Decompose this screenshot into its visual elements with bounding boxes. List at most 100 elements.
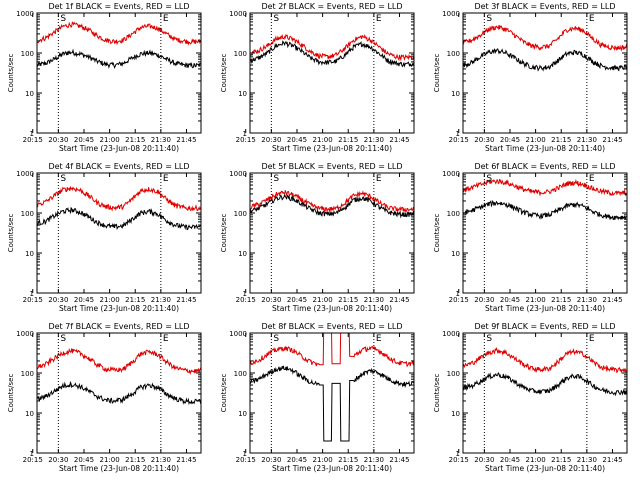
x-tick-label: 21:00 bbox=[313, 296, 333, 304]
plot-frame bbox=[36, 12, 202, 134]
y-tick-label: 100 bbox=[21, 370, 34, 378]
y-tick-label: 10 bbox=[25, 90, 34, 98]
y-tick-label: 100 bbox=[234, 370, 247, 378]
time-marker-label: E bbox=[163, 334, 169, 344]
panel-title: Det 8f BLACK = Events, RED = LLD bbox=[261, 322, 402, 331]
x-tick-label: 20:30 bbox=[261, 456, 281, 464]
x-tick-label: 21:00 bbox=[313, 136, 333, 144]
events-series-line bbox=[250, 40, 414, 68]
y-tick-label: 100 bbox=[447, 210, 460, 218]
x-axis-label: Start Time (23-Jun-08 20:11:40) bbox=[485, 144, 605, 153]
y-tick-label: 1 bbox=[30, 290, 34, 298]
y-tick-label: 1000 bbox=[16, 170, 34, 178]
detector-panel: Det 6f BLACK = Events, RED = LLD S E 1 10 100… bbox=[433, 162, 628, 313]
panel-title: Det 9f BLACK = Events, RED = LLD bbox=[474, 322, 615, 331]
time-marker-label: S bbox=[60, 334, 66, 344]
x-axis-label: Start Time (23-Jun-08 20:11:40) bbox=[59, 144, 179, 153]
time-marker-label: E bbox=[376, 334, 382, 344]
x-tick-label: 21:00 bbox=[313, 456, 333, 464]
x-tick-label: 21:15 bbox=[338, 136, 358, 144]
time-marker-label: S bbox=[60, 174, 66, 184]
lld-series-line bbox=[37, 21, 201, 46]
y-tick-label: 1 bbox=[456, 130, 460, 138]
detector-panel: Det 7f BLACK = Events, RED = LLD S E 1 10 100… bbox=[7, 322, 202, 473]
detector-panel: Det 3f BLACK = Events, RED = LLD S E 1 10 100… bbox=[433, 2, 628, 153]
x-tick-label: 20:45 bbox=[287, 136, 307, 144]
x-tick-label: 21:15 bbox=[551, 296, 571, 304]
detector-panel: Det 5f BLACK = Events, RED = LLD S E 1 10 100… bbox=[220, 162, 415, 313]
panel-title: Det 2f BLACK = Events, RED = LLD bbox=[261, 2, 402, 11]
x-tick-label: 20:15 bbox=[449, 296, 469, 304]
x-tick-label: 21:15 bbox=[125, 136, 145, 144]
y-tick-label: 1 bbox=[30, 450, 34, 458]
lld-series-line bbox=[463, 178, 627, 197]
x-tick-label: 20:15 bbox=[23, 296, 43, 304]
time-marker-label: S bbox=[273, 174, 279, 184]
detector-panel: Det 2f BLACK = Events, RED = LLD S E 1 10 100… bbox=[220, 2, 415, 153]
x-tick-label: 21:00 bbox=[526, 296, 546, 304]
events-series-line bbox=[463, 48, 627, 72]
time-marker-label: S bbox=[486, 14, 492, 24]
panel-title: Det 5f BLACK = Events, RED = LLD bbox=[261, 162, 402, 171]
x-axis-label: Start Time (23-Jun-08 20:11:40) bbox=[485, 304, 605, 313]
plot-frame bbox=[462, 172, 628, 294]
x-tick-label: 21:30 bbox=[151, 296, 171, 304]
x-tick-label: 21:30 bbox=[577, 136, 597, 144]
y-tick-label: 1000 bbox=[229, 330, 247, 338]
y-tick-label: 100 bbox=[21, 210, 34, 218]
time-marker-label: E bbox=[589, 334, 595, 344]
x-tick-label: 21:30 bbox=[364, 296, 384, 304]
panel-title: Det 3f BLACK = Events, RED = LLD bbox=[474, 2, 615, 11]
lld-series-line bbox=[250, 190, 414, 214]
x-tick-label: 21:45 bbox=[176, 136, 196, 144]
y-axis-label: Counts/sec bbox=[220, 374, 228, 413]
y-tick-label: 10 bbox=[451, 90, 460, 98]
x-axis-label: Start Time (23-Jun-08 20:11:40) bbox=[272, 144, 392, 153]
y-tick-label: 1 bbox=[243, 290, 247, 298]
x-tick-label: 21:45 bbox=[389, 296, 409, 304]
x-tick-label: 21:45 bbox=[602, 456, 622, 464]
y-axis-label: Counts/sec bbox=[433, 214, 441, 253]
y-tick-label: 10 bbox=[238, 410, 247, 418]
y-axis-label: Counts/sec bbox=[433, 54, 441, 93]
x-tick-label: 21:30 bbox=[364, 136, 384, 144]
x-tick-label: 20:15 bbox=[236, 296, 256, 304]
x-tick-label: 21:00 bbox=[526, 456, 546, 464]
x-tick-label: 20:15 bbox=[23, 456, 43, 464]
y-tick-label: 1 bbox=[243, 450, 247, 458]
events-series-line bbox=[37, 206, 201, 231]
plot-frame bbox=[249, 332, 415, 454]
x-tick-label: 20:15 bbox=[23, 136, 43, 144]
detector-panel: Det 8f BLACK = Events, RED = LLD S E 1 10 100… bbox=[220, 322, 415, 473]
y-tick-label: 1000 bbox=[442, 170, 460, 178]
time-marker-label: S bbox=[486, 334, 492, 344]
detector-panel: Det 9f BLACK = Events, RED = LLD S E 1 10 100… bbox=[433, 322, 628, 473]
y-axis-label: Counts/sec bbox=[433, 374, 441, 413]
x-tick-label: 21:15 bbox=[551, 136, 571, 144]
lld-series-line bbox=[37, 185, 201, 212]
x-tick-label: 20:45 bbox=[74, 296, 94, 304]
events-series-line bbox=[463, 199, 627, 221]
x-tick-label: 20:15 bbox=[449, 136, 469, 144]
x-tick-label: 21:15 bbox=[338, 456, 358, 464]
x-tick-label: 20:45 bbox=[74, 456, 94, 464]
x-tick-label: 21:00 bbox=[100, 456, 120, 464]
x-tick-label: 21:30 bbox=[151, 136, 171, 144]
y-axis-label: Counts/sec bbox=[7, 214, 15, 253]
time-marker-label: E bbox=[163, 174, 169, 184]
lld-series-line bbox=[250, 33, 414, 62]
y-tick-label: 100 bbox=[234, 50, 247, 58]
y-tick-label: 1000 bbox=[16, 10, 34, 18]
x-tick-label: 21:45 bbox=[176, 456, 196, 464]
x-tick-label: 21:30 bbox=[364, 456, 384, 464]
lld-series-line bbox=[250, 333, 414, 368]
time-marker-label: E bbox=[589, 174, 595, 184]
plot-frame bbox=[462, 12, 628, 134]
y-axis-label: Counts/sec bbox=[7, 54, 15, 93]
plot-frame bbox=[249, 12, 415, 134]
x-tick-label: 20:45 bbox=[500, 136, 520, 144]
lld-series-line bbox=[463, 24, 627, 52]
events-series-line bbox=[463, 371, 627, 397]
x-tick-label: 21:45 bbox=[389, 136, 409, 144]
x-tick-label: 21:45 bbox=[389, 456, 409, 464]
